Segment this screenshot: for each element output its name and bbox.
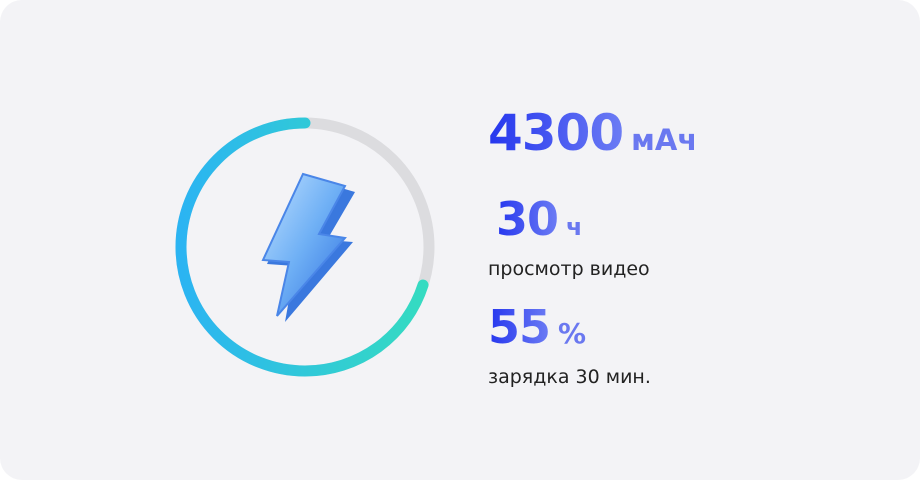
charge-unit: % [558, 317, 587, 350]
video-unit: ч [566, 213, 583, 241]
capacity-unit: мАч [631, 123, 698, 157]
video-value: 30 [496, 192, 559, 246]
video-stat: 30 ч [496, 192, 583, 246]
capacity-stat: 4300 мАч [488, 104, 697, 162]
lightning-bolt-icon [261, 172, 355, 322]
charge-stat: 55% [488, 300, 586, 354]
capacity-value: 4300 [488, 104, 624, 162]
video-label: просмотр видео [488, 258, 650, 280]
charge-value: 55 [488, 300, 551, 354]
charge-label: зарядка 30 мин. [488, 366, 651, 388]
charge-ring [175, 117, 435, 377]
ring-progress [175, 117, 435, 377]
